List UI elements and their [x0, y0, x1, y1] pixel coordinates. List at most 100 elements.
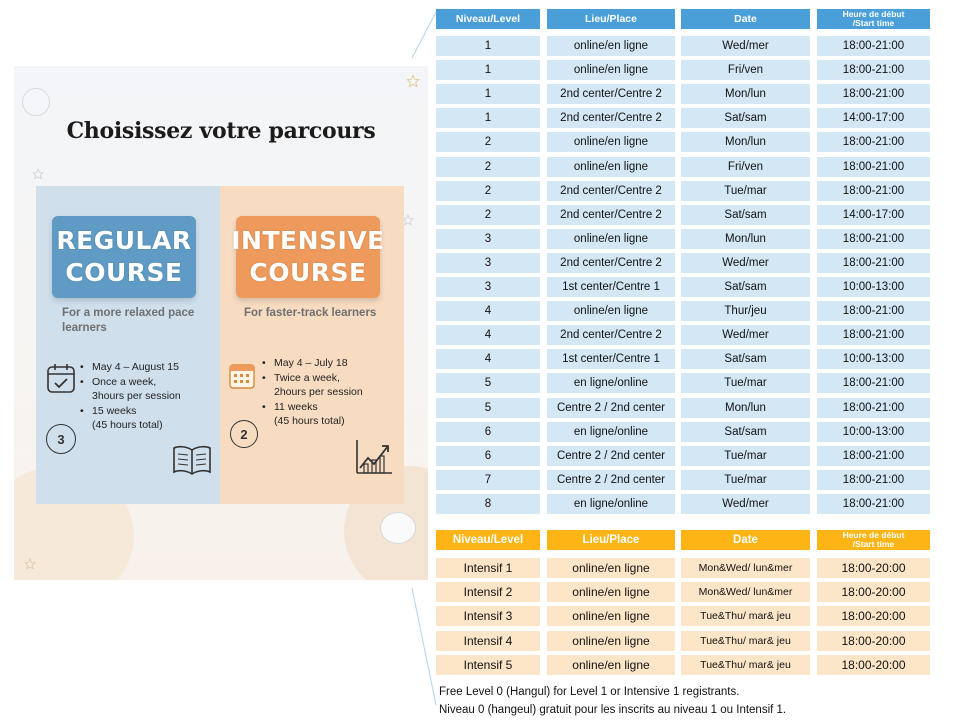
time-cell: 10:00-13:00 — [817, 277, 930, 297]
level-cell: 1 — [436, 84, 540, 105]
date-cell: Sat/sam — [681, 204, 810, 225]
header-place: Lieu/Place — [547, 9, 675, 29]
place-cell: Centre 2 / 2nd center — [547, 445, 675, 466]
badge-line: REGULAR — [56, 226, 192, 255]
detail-subline: 2hours per session — [274, 386, 363, 398]
time-cell: 18:00-21:00 — [817, 325, 930, 346]
regular-course-panel: REGULAR COURSE For a more relaxed pace l… — [36, 186, 220, 504]
level-cell: Intensif 1 — [436, 558, 540, 578]
level-cell: 3 — [436, 277, 540, 297]
time-cell: 18:00-21:00 — [817, 84, 930, 105]
time-cell: 10:00-13:00 — [817, 421, 930, 442]
time-cell: 18:00-21:00 — [817, 228, 930, 249]
place-cell: 1st center/Centre 1 — [547, 277, 675, 297]
place-cell: 2nd center/Centre 2 — [547, 180, 675, 201]
level-cell: 1 — [436, 60, 540, 81]
clock-number-icon: 3 — [46, 424, 76, 454]
level-cell: 2 — [436, 156, 540, 177]
place-cell: online/en ligne — [547, 132, 675, 153]
regular-tagline: For a more relaxed pace learners — [62, 307, 195, 334]
star-icon — [402, 214, 414, 226]
calendar-grid-icon — [229, 364, 255, 389]
level-cell: 1 — [436, 36, 540, 56]
place-cell: 2nd center/Centre 2 — [547, 204, 675, 225]
detail-bullet: 15 weeks — [80, 404, 232, 419]
place-cell: en ligne/online — [547, 373, 675, 394]
decor-cloud — [22, 88, 50, 116]
level-cell: 4 — [436, 301, 540, 322]
date-cell: Wed/mer — [681, 493, 810, 514]
level-cell: 4 — [436, 349, 540, 370]
place-cell: online/en ligne — [547, 36, 675, 56]
time-cell: 18:00-21:00 — [817, 469, 930, 490]
level-cell: 8 — [436, 493, 540, 514]
header-start-time-fr: Heure de début — [842, 9, 905, 19]
detail-bullet: May 4 – August 15 — [80, 360, 232, 375]
date-cell: Tue/mar — [681, 180, 810, 201]
intensive-tagline: For faster-track learners — [244, 307, 377, 319]
place-cell: online/en ligne — [547, 606, 675, 627]
date-cell: Mon/lun — [681, 397, 810, 418]
header-level: Niveau/Level — [436, 530, 540, 550]
place-cell: online/en ligne — [547, 156, 675, 177]
level-cell: Intensif 4 — [436, 630, 540, 651]
level-cell: Intensif 3 — [436, 606, 540, 627]
place-cell: 2nd center/Centre 2 — [547, 108, 675, 129]
clock-number: 2 — [240, 426, 248, 442]
level-cell: 5 — [436, 373, 540, 394]
date-cell: Sat/sam — [681, 421, 810, 442]
detail-bullet: May 4 – July 18 — [262, 356, 414, 371]
header-start-time: Heure de début /Start time — [817, 9, 930, 29]
growth-chart-icon — [356, 440, 392, 474]
time-cell: 18:00-21:00 — [817, 156, 930, 177]
level-cell: 3 — [436, 228, 540, 249]
note-french: Niveau 0 (hangeul) gratuit pour les insc… — [439, 704, 787, 716]
header-start-time-fr: Heure de début — [842, 530, 905, 540]
place-cell: 1st center/Centre 1 — [547, 349, 675, 370]
date-cell: Tue/mar — [681, 469, 810, 490]
level-cell: 5 — [436, 397, 540, 418]
date-cell: Mon&Wed/ lun&mer — [681, 582, 810, 603]
level-cell: 6 — [436, 421, 540, 442]
date-cell: Mon&Wed/ lun&mer — [681, 558, 810, 578]
date-cell: Thur/jeu — [681, 301, 810, 322]
place-cell: 2nd center/Centre 2 — [547, 84, 675, 105]
date-cell: Tue/mar — [681, 445, 810, 466]
time-cell: 14:00-17:00 — [817, 108, 930, 129]
date-cell: Mon/lun — [681, 84, 810, 105]
place-cell: 2nd center/Centre 2 — [547, 325, 675, 346]
place-cell: Centre 2 / 2nd center — [547, 397, 675, 418]
badge-line: INTENSIVE — [231, 226, 385, 255]
place-cell: online/en ligne — [547, 60, 675, 81]
star-icon — [406, 74, 420, 88]
time-cell: 18:00-21:00 — [817, 132, 930, 153]
level-cell: 1 — [436, 108, 540, 129]
level-cell: Intensif 5 — [436, 654, 540, 675]
level-cell: 2 — [436, 204, 540, 225]
time-cell: 18:00-21:00 — [817, 445, 930, 466]
header-date: Date — [681, 530, 810, 550]
decor-cloud — [380, 512, 416, 544]
place-cell: en ligne/online — [547, 493, 675, 514]
header-start-time: Heure de début /Start time — [817, 530, 930, 550]
place-cell: online/en ligne — [547, 558, 675, 578]
star-icon — [24, 558, 36, 570]
regular-course-badge: REGULAR COURSE — [52, 216, 196, 298]
date-cell: Tue&Thu/ mar& jeu — [681, 606, 810, 627]
time-cell: 18:00-21:00 — [817, 301, 930, 322]
detail-bullet: Once a week, — [80, 375, 232, 390]
course-promo-card: Choisissez votre parcours REGULAR COURSE… — [14, 66, 428, 580]
date-cell: Fri/ven — [681, 156, 810, 177]
date-cell: Wed/mer — [681, 36, 810, 56]
badge-line: COURSE — [65, 258, 183, 287]
detail-bullet: 11 weeks — [262, 400, 414, 415]
detail-subline: 3hours per session — [92, 390, 181, 402]
level-cell: 2 — [436, 180, 540, 201]
time-cell: 18:00-21:00 — [817, 493, 930, 514]
date-cell: Wed/mer — [681, 325, 810, 346]
level-cell: Intensif 2 — [436, 582, 540, 603]
calendar-check-icon — [47, 364, 75, 393]
date-cell: Tue/mar — [681, 373, 810, 394]
time-cell: 18:00-21:00 — [817, 180, 930, 201]
place-cell: en ligne/online — [547, 421, 675, 442]
